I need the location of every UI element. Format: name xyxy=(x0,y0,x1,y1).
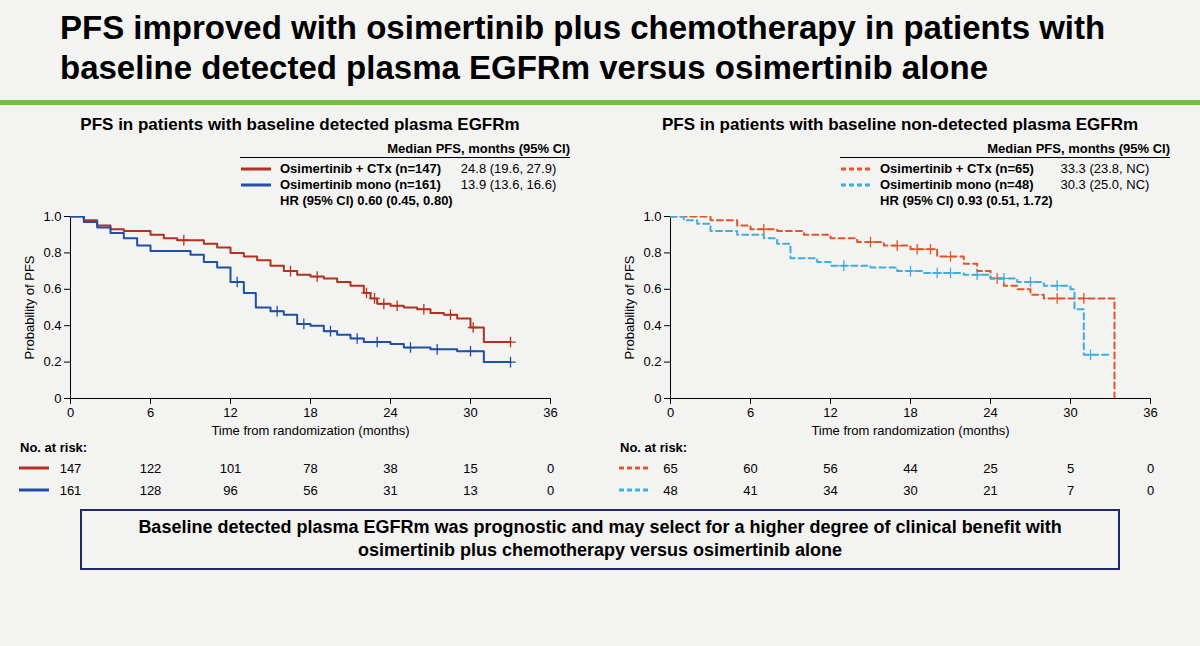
svg-text:0: 0 xyxy=(67,405,74,420)
svg-text:0: 0 xyxy=(547,461,554,476)
svg-text:0.6: 0.6 xyxy=(643,281,661,296)
svg-text:0.8: 0.8 xyxy=(43,245,61,260)
svg-text:122: 122 xyxy=(140,461,162,476)
html-text:PFS in patients with baseline: PFS in patients with baseline non-detect… xyxy=(662,115,1138,134)
svg-text:Probability of PFS: Probability of PFS xyxy=(622,255,637,359)
svg-text:0.4: 0.4 xyxy=(43,318,61,333)
html-text:Osimertinib + CTx (n=65): Osimertinib + CTx (n=65) xyxy=(880,161,1034,176)
svg-text:30: 30 xyxy=(463,405,477,420)
svg-text:6: 6 xyxy=(747,405,754,420)
svg-text:0.2: 0.2 xyxy=(43,354,61,369)
svg-text:101: 101 xyxy=(220,461,242,476)
html-text:HR (95% CI) 0.93 (0.51, 1.72): HR (95% CI) 0.93 (0.51, 1.72) xyxy=(880,193,1053,208)
svg-text:30: 30 xyxy=(1063,405,1077,420)
svg-text:13: 13 xyxy=(463,483,477,498)
svg-text:24: 24 xyxy=(983,405,997,420)
svg-text:65: 65 xyxy=(663,461,677,476)
html-text:No. at risk:: No. at risk: xyxy=(20,440,88,455)
html-text:PFS in patients with baseline: PFS in patients with baseline detected p… xyxy=(80,115,520,134)
svg-text:12: 12 xyxy=(823,405,837,420)
svg-text:12: 12 xyxy=(223,405,237,420)
svg-text:15: 15 xyxy=(463,461,477,476)
html-text:Osimertinib mono (n=48): Osimertinib mono (n=48) xyxy=(880,177,1034,192)
svg-text:31: 31 xyxy=(383,483,397,498)
svg-text:25: 25 xyxy=(983,461,997,476)
svg-text:60: 60 xyxy=(743,461,757,476)
svg-text:44: 44 xyxy=(903,461,917,476)
html-text:Osimertinib + CTx (n=147): Osimertinib + CTx (n=147) xyxy=(280,161,442,176)
svg-text:147: 147 xyxy=(60,461,82,476)
html-text:PFS improved with osimertinib: PFS improved with osimertinib plus chemo… xyxy=(60,9,1106,86)
svg-text:5: 5 xyxy=(1067,461,1074,476)
svg-text:34: 34 xyxy=(823,483,837,498)
svg-text:0.2: 0.2 xyxy=(643,354,661,369)
svg-text:0: 0 xyxy=(1147,483,1154,498)
svg-text:48: 48 xyxy=(663,483,677,498)
svg-text:56: 56 xyxy=(823,461,837,476)
html-text:13.9 (13.6, 16.6): 13.9 (13.6, 16.6) xyxy=(460,177,557,192)
svg-text:1.0: 1.0 xyxy=(43,209,61,224)
svg-text:0.4: 0.4 xyxy=(643,318,661,333)
svg-text:78: 78 xyxy=(303,461,317,476)
html-text:Median PFS, months (95% CI): Median PFS, months (95% CI) xyxy=(987,141,1170,156)
html-text:Osimertinib mono (n=161): Osimertinib mono (n=161) xyxy=(280,177,441,192)
svg-text:6: 6 xyxy=(147,405,154,420)
svg-text:24: 24 xyxy=(383,405,397,420)
svg-text:Time from randomization (month: Time from randomization (months) xyxy=(811,423,1009,438)
svg-text:128: 128 xyxy=(140,483,162,498)
svg-text:18: 18 xyxy=(303,405,317,420)
svg-text:0.8: 0.8 xyxy=(643,245,661,260)
svg-text:21: 21 xyxy=(983,483,997,498)
svg-text:1.0: 1.0 xyxy=(643,209,661,224)
svg-text:Time from randomization (month: Time from randomization (months) xyxy=(211,423,409,438)
svg-text:41: 41 xyxy=(743,483,757,498)
svg-text:0: 0 xyxy=(667,405,674,420)
svg-text:161: 161 xyxy=(60,483,82,498)
html-text:Baseline detected plasma EGFRm: Baseline detected plasma EGFRm was progn… xyxy=(138,517,1062,561)
html-text:24.8 (19.6, 27.9): 24.8 (19.6, 27.9) xyxy=(460,161,557,176)
svg-text:18: 18 xyxy=(903,405,917,420)
html-text:30.3 (25.0, NC): 30.3 (25.0, NC) xyxy=(1060,177,1150,192)
svg-text:56: 56 xyxy=(303,483,317,498)
svg-text:96: 96 xyxy=(223,483,237,498)
svg-text:36: 36 xyxy=(1143,405,1157,420)
html-text:33.3 (23.8, NC): 33.3 (23.8, NC) xyxy=(1060,161,1150,176)
svg-text:38: 38 xyxy=(383,461,397,476)
html-text:Median PFS, months (95% CI): Median PFS, months (95% CI) xyxy=(387,141,570,156)
svg-text:0.6: 0.6 xyxy=(43,281,61,296)
svg-text:Probability of PFS: Probability of PFS xyxy=(22,255,37,359)
svg-text:0: 0 xyxy=(1147,461,1154,476)
svg-text:0: 0 xyxy=(654,391,661,406)
svg-text:30: 30 xyxy=(903,483,917,498)
svg-text:7: 7 xyxy=(1067,483,1074,498)
html-text:HR (95% CI) 0.60 (0.45, 0.80): HR (95% CI) 0.60 (0.45, 0.80) xyxy=(280,193,453,208)
svg-text:0: 0 xyxy=(547,483,554,498)
html-text:No. at risk:: No. at risk: xyxy=(620,440,688,455)
svg-text:36: 36 xyxy=(543,405,557,420)
svg-text:0: 0 xyxy=(54,391,61,406)
